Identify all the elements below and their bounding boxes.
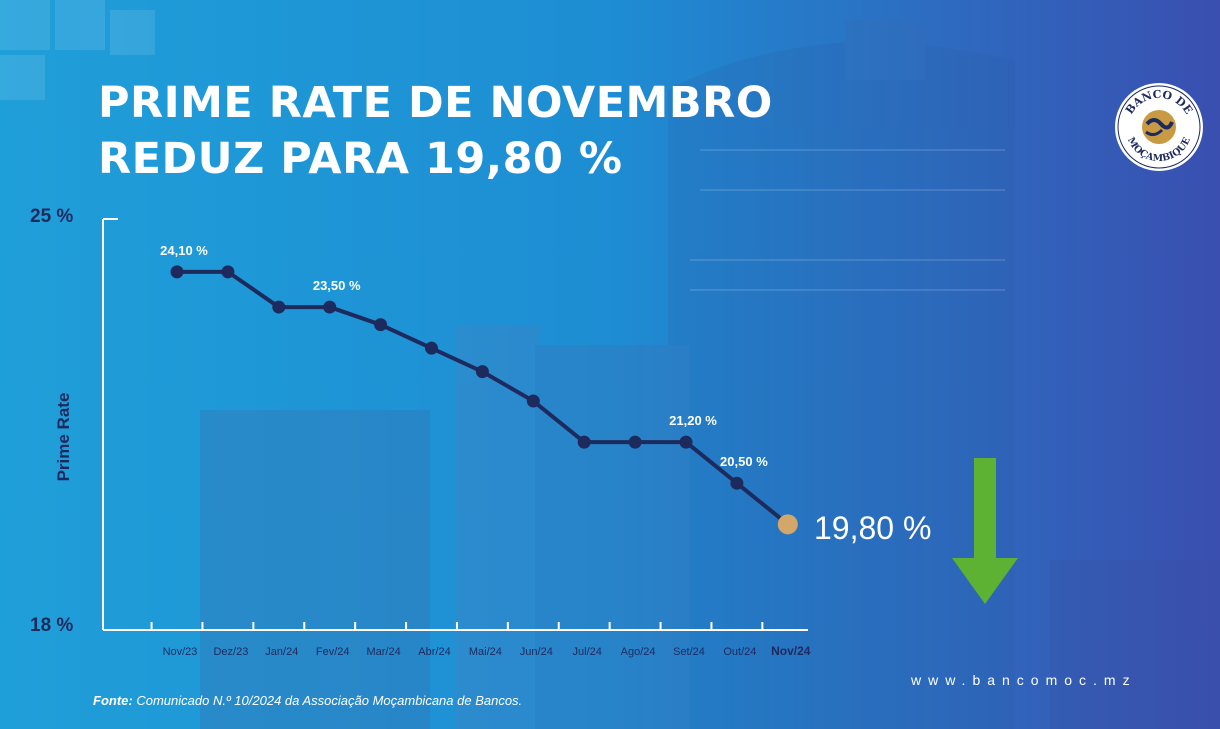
x-tick-label: Set/24: [673, 646, 705, 658]
x-tick-label: Abr/24: [418, 646, 450, 658]
current-rate-highlight: 19,80 %: [814, 510, 932, 546]
source-note: Fonte: Comunicado N.º 10/2024 da Associa…: [93, 693, 522, 708]
y-tick-label-min: 18 %: [30, 615, 74, 636]
x-tick-label: Mar/24: [366, 646, 400, 658]
x-tick-label: Jun/24: [520, 646, 553, 658]
x-tick-label: Fev/24: [316, 646, 350, 658]
x-tick-label: Mai/24: [469, 646, 502, 658]
x-tick-label: Out/24: [723, 646, 756, 658]
data-labels: 24,10 % 23,50 % 21,20 % 20,50 %: [160, 243, 768, 469]
x-tick-label: Jan/24: [265, 646, 298, 658]
y-tick-label-max: 25 %: [30, 206, 74, 227]
y-axis-title: Prime Rate: [54, 392, 73, 482]
source-label: Fonte:: [93, 693, 133, 708]
website-url: www.bancomoc.mz: [911, 672, 1137, 688]
title-line-1: PRIME RATE DE NOVEMBRO: [98, 78, 773, 128]
data-point: [425, 341, 438, 355]
x-tick-label: Ago/24: [621, 646, 656, 658]
data-label: 21,20 %: [669, 413, 717, 428]
data-point: [221, 265, 235, 279]
data-label: 23,50 %: [313, 278, 361, 293]
x-tick-label: Dez/23: [213, 646, 248, 658]
banco-de-mocambique-logo: BANCO DE MOÇAMBIQUE: [1115, 83, 1203, 171]
prime-rate-line: [177, 269, 790, 526]
data-label: 24,10 %: [160, 243, 208, 258]
data-point: [526, 394, 540, 408]
data-point: [577, 435, 591, 449]
x-tick-labels: Nov/23 Dez/23 Jan/24 Fev/24 Mar/24 Abr/24 Mai/…: [163, 644, 811, 658]
source-text: Comunicado N.º 10/2024 da Associação Moç…: [136, 693, 523, 708]
data-point: [628, 435, 642, 449]
down-arrow-icon: [952, 458, 1018, 604]
data-point: [170, 265, 184, 279]
x-tick-label: Nov/24: [771, 644, 811, 658]
data-point: [323, 300, 337, 314]
chart-axes: [102, 218, 808, 631]
title-line-2: REDUZ PARA 19,80 %: [98, 134, 623, 184]
data-point: [272, 300, 286, 314]
prime-rate-series: [170, 265, 798, 535]
latest-data-point: [777, 514, 798, 535]
x-tick-label: Nov/23: [163, 646, 198, 658]
data-point: [374, 318, 388, 332]
data-point: [475, 365, 489, 379]
data-point: [679, 435, 693, 449]
data-point: [730, 476, 744, 490]
x-tick-label: Jul/24: [573, 646, 602, 658]
data-label: 20,50 %: [720, 454, 768, 469]
